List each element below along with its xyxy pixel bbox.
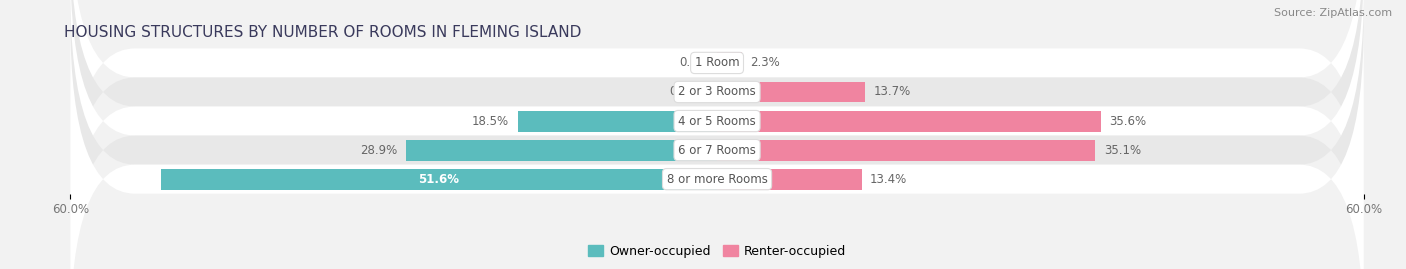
Text: Source: ZipAtlas.com: Source: ZipAtlas.com: [1274, 8, 1392, 18]
Text: 18.5%: 18.5%: [472, 115, 509, 128]
Text: 13.7%: 13.7%: [873, 86, 911, 98]
Text: 2 or 3 Rooms: 2 or 3 Rooms: [678, 86, 756, 98]
Bar: [717, 52, 742, 73]
Text: 8 or more Rooms: 8 or more Rooms: [666, 173, 768, 186]
Text: 28.9%: 28.9%: [360, 144, 396, 157]
Text: 0.0%: 0.0%: [679, 56, 709, 69]
FancyBboxPatch shape: [70, 0, 1364, 223]
FancyBboxPatch shape: [70, 19, 1364, 269]
Text: 0.9%: 0.9%: [669, 86, 699, 98]
Bar: [717, 169, 862, 190]
Text: 1 Room: 1 Room: [695, 56, 740, 69]
Text: 13.4%: 13.4%: [870, 173, 907, 186]
FancyBboxPatch shape: [70, 0, 1364, 252]
Bar: [717, 111, 1101, 132]
FancyBboxPatch shape: [70, 0, 1364, 269]
Text: 6 or 7 Rooms: 6 or 7 Rooms: [678, 144, 756, 157]
Bar: [160, 169, 717, 190]
Bar: [405, 140, 717, 161]
Text: 35.1%: 35.1%: [1104, 144, 1142, 157]
Bar: [717, 140, 1095, 161]
Text: 51.6%: 51.6%: [419, 173, 460, 186]
Bar: [517, 111, 717, 132]
Legend: Owner-occupied, Renter-occupied: Owner-occupied, Renter-occupied: [582, 240, 852, 263]
FancyBboxPatch shape: [70, 0, 1364, 269]
Text: 2.3%: 2.3%: [751, 56, 780, 69]
Bar: [717, 82, 865, 102]
Bar: [707, 82, 717, 102]
Text: 4 or 5 Rooms: 4 or 5 Rooms: [678, 115, 756, 128]
Text: 35.6%: 35.6%: [1109, 115, 1146, 128]
Text: HOUSING STRUCTURES BY NUMBER OF ROOMS IN FLEMING ISLAND: HOUSING STRUCTURES BY NUMBER OF ROOMS IN…: [63, 25, 581, 40]
